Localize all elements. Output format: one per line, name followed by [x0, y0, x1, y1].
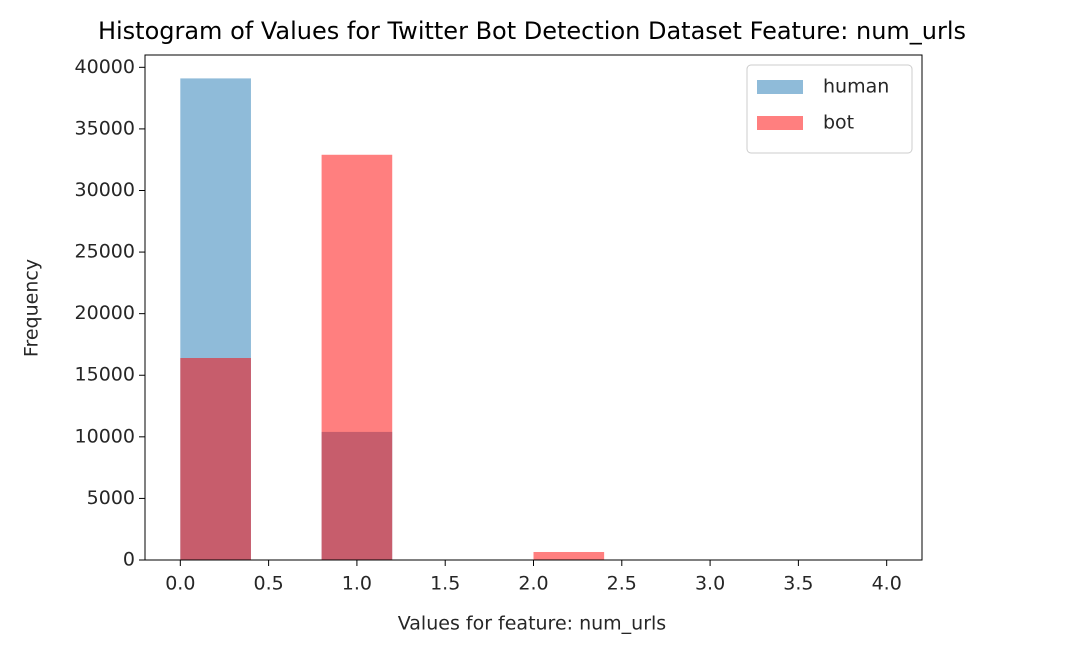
legend-swatch	[757, 116, 803, 130]
y-tick-label: 30000	[75, 179, 135, 201]
x-tick-label: 4.0	[872, 573, 902, 595]
y-tick-label: 15000	[75, 364, 135, 386]
y-tick-label: 25000	[75, 241, 135, 263]
x-tick-label: 0.0	[165, 573, 195, 595]
x-axis-label: Values for feature: num_urls	[398, 613, 666, 635]
y-tick-label: 10000	[75, 425, 135, 447]
x-tick-label: 2.0	[518, 573, 548, 595]
legend-label: human	[823, 76, 889, 98]
legend-swatch	[757, 80, 803, 94]
bar	[533, 551, 605, 560]
x-tick-label: 3.5	[783, 573, 813, 595]
bar	[180, 358, 251, 560]
y-tick-label: 0	[123, 549, 135, 571]
x-tick-label: 3.0	[695, 573, 725, 595]
x-tick-label: 1.5	[430, 573, 460, 595]
x-tick-label: 2.5	[607, 573, 637, 595]
x-tick-label: 0.5	[254, 573, 284, 595]
x-tick-label: 1.0	[342, 573, 372, 595]
y-tick-label: 5000	[87, 487, 135, 509]
bar	[321, 154, 393, 560]
chart-title: Histogram of Values for Twitter Bot Dete…	[98, 17, 966, 45]
y-tick-label: 35000	[75, 117, 135, 139]
legend-label: bot	[823, 112, 854, 134]
y-axis-label: Frequency	[21, 259, 43, 357]
y-tick-label: 20000	[75, 302, 135, 324]
y-tick-label: 40000	[75, 56, 135, 78]
